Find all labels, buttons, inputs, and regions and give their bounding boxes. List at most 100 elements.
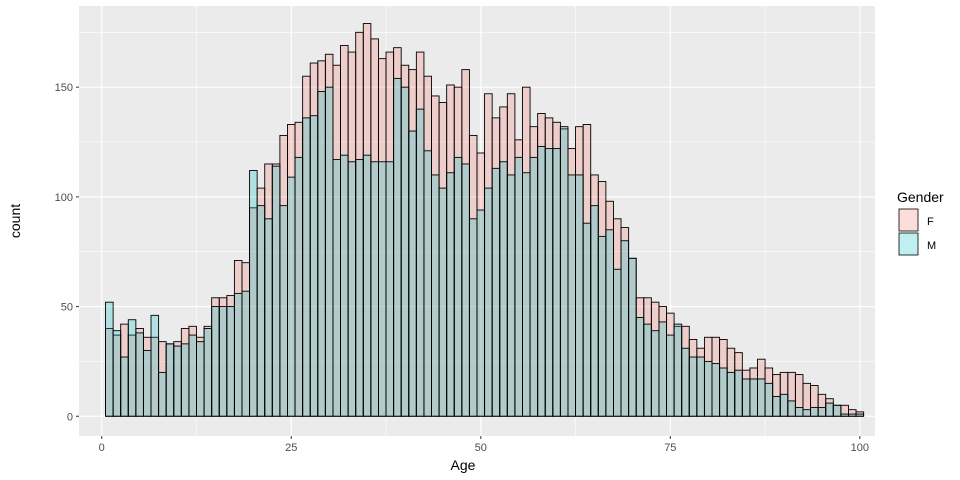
bar-m-age-56 [522, 172, 531, 417]
bar-m-age-81 [711, 363, 721, 417]
x-tick-label: 100 [851, 442, 869, 454]
legend-key-f [898, 208, 919, 232]
bar-m-age-13 [196, 341, 205, 417]
bar-m-age-67 [605, 229, 614, 417]
bar-m-age-34 [355, 159, 364, 417]
bar-m-age-51 [484, 187, 493, 417]
x-tick-label: 25 [285, 442, 297, 454]
bar-m-age-73 [650, 330, 660, 417]
bar-m-age-39 [393, 77, 402, 417]
x-tick-label: 0 [99, 442, 105, 454]
bar-m-age-37 [377, 161, 387, 417]
bar-m-age-40 [400, 86, 410, 417]
bar-m-age-49 [468, 218, 478, 417]
bar-m-age-14 [203, 328, 213, 417]
bar-m-age-5 [135, 332, 144, 417]
bar-m-age-63 [575, 174, 584, 417]
legend-title: Gender [897, 189, 944, 205]
bar-m-age-28 [309, 115, 319, 417]
bar-m-age-93 [802, 409, 812, 417]
bar-m-age-61 [559, 126, 569, 417]
bar-m-age-27 [302, 117, 311, 417]
bar-m-age-68 [613, 268, 622, 417]
bar-m-age-58 [537, 145, 546, 417]
bar-m-age-80 [703, 360, 713, 417]
bar-m-age-53 [499, 161, 508, 417]
bar-m-age-50 [476, 209, 486, 417]
bar-m-age-26 [294, 156, 304, 417]
bar-m-age-23 [271, 165, 281, 417]
bar-m-age-74 [658, 321, 667, 417]
y-axis-title: count [7, 204, 23, 238]
bar-m-age-60 [552, 148, 561, 417]
bar-m-age-86 [749, 378, 758, 417]
y-tick-label: 100 [55, 192, 73, 204]
y-tick-label: 0 [67, 411, 73, 423]
bar-m-age-6 [142, 349, 152, 417]
bar-m-age-3 [120, 356, 129, 417]
bar-m-age-98 [840, 413, 849, 417]
bar-m-age-22 [264, 218, 273, 417]
bar-m-age-2 [112, 330, 122, 417]
bar-m-age-71 [635, 317, 645, 417]
bar-m-age-30 [324, 86, 334, 417]
bar-m-age-64 [582, 222, 592, 417]
bar-m-age-8 [158, 371, 167, 417]
bar-m-age-97 [832, 404, 842, 417]
bar-m-age-36 [370, 161, 379, 417]
bar-m-age-18 [233, 292, 243, 417]
bar-m-age-46 [446, 172, 455, 417]
bar-m-age-87 [757, 378, 766, 417]
bar-m-age-29 [317, 91, 326, 417]
bar-m-age-95 [817, 407, 827, 417]
legend-label-f: F [927, 216, 934, 228]
bar-m-age-32 [340, 154, 349, 417]
bar-m-age-96 [825, 402, 834, 417]
bar-m-age-21 [256, 205, 266, 417]
bar-m-age-70 [628, 257, 637, 417]
x-axis-title: Age [451, 457, 476, 473]
bar-m-age-43 [423, 150, 432, 417]
bar-m-age-54 [506, 174, 516, 417]
bar-m-age-91 [787, 400, 796, 417]
y-tick-label: 150 [55, 82, 73, 94]
bar-m-age-77 [681, 347, 690, 417]
x-tick-label: 75 [664, 442, 676, 454]
bar-m-age-62 [567, 174, 577, 417]
bar-m-age-7 [150, 314, 160, 417]
bar-m-age-85 [741, 378, 751, 417]
bar-m-age-55 [514, 156, 523, 417]
bar-m-age-94 [810, 407, 819, 417]
series-f-bars [105, 23, 865, 417]
bar-m-age-42 [415, 108, 425, 417]
legend-label-m: M [927, 240, 936, 252]
x-axis: 0 25 50 75 100 [99, 436, 869, 454]
bar-m-age-47 [453, 156, 463, 417]
bar-m-age-48 [461, 163, 470, 417]
bar-m-age-9 [165, 343, 175, 417]
bar-m-age-1 [105, 301, 114, 417]
bar-m-age-16 [218, 306, 228, 417]
bar-m-age-99 [848, 413, 857, 417]
legend-key-m [898, 232, 919, 256]
bar-m-age-20 [249, 170, 258, 417]
bar-m-age-65 [590, 205, 599, 417]
bar-m-age-38 [385, 161, 395, 417]
bar-m-age-89 [772, 396, 781, 417]
bar-m-age-90 [779, 393, 789, 417]
bar-m-age-12 [188, 334, 197, 417]
bar-m-age-88 [764, 382, 774, 417]
bar-m-age-59 [544, 148, 554, 417]
bar-m-age-66 [597, 235, 607, 417]
bar-m-age-76 [673, 323, 683, 417]
bar-m-age-11 [180, 343, 190, 417]
bar-m-age-44 [431, 174, 440, 417]
bar-m-age-35 [362, 154, 372, 417]
bar-m-age-33 [347, 161, 357, 417]
x-tick-label: 50 [475, 442, 487, 454]
bar-m-age-78 [688, 356, 698, 417]
bar-m-age-19 [241, 290, 251, 417]
bar-m-age-17 [226, 306, 235, 417]
bar-m-age-10 [173, 345, 182, 417]
bar-m-age-4 [127, 319, 137, 417]
